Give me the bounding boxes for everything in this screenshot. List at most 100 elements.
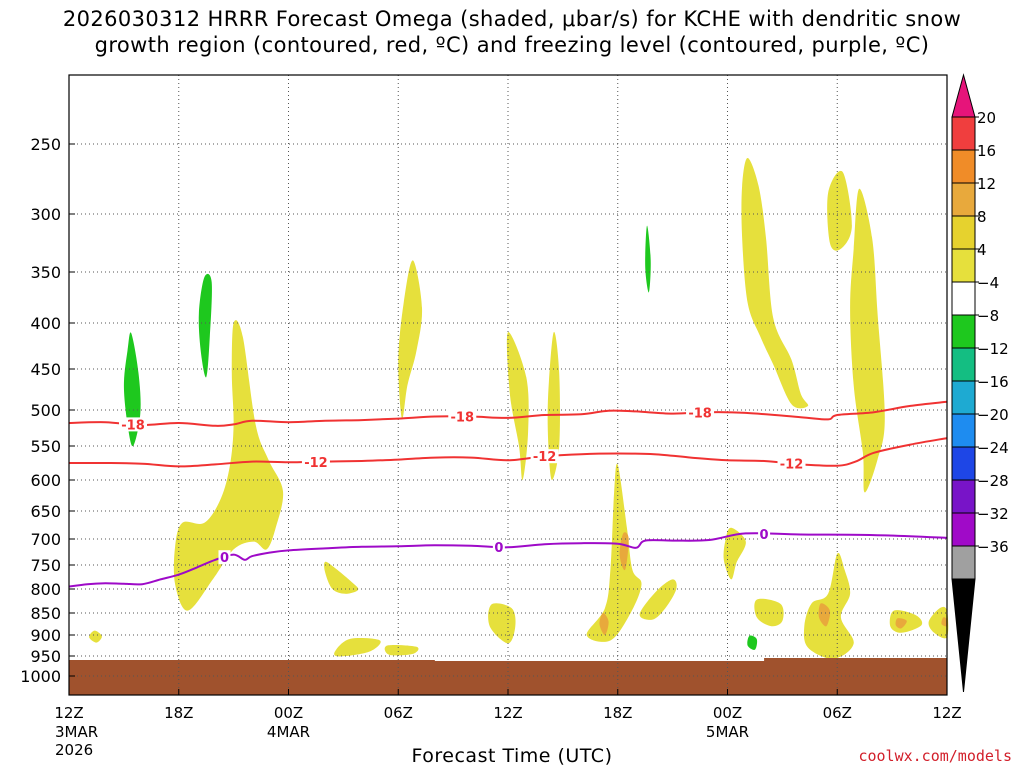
colorbar-tick-label: −24 bbox=[977, 439, 1009, 457]
chart-title-line-1: 2026030312 HRRR Forecast Omega (shaded, … bbox=[62, 7, 962, 31]
omega-region bbox=[488, 603, 516, 644]
x-tick-sublabel: 3MAR bbox=[55, 723, 98, 741]
omega-region bbox=[398, 260, 423, 420]
colorbar-top-arrow bbox=[951, 73, 976, 118]
omega-region bbox=[89, 630, 102, 643]
contour-label-bg bbox=[686, 405, 715, 420]
contour-label: 0 bbox=[494, 541, 503, 556]
x-tick-label: 00Z bbox=[274, 704, 303, 722]
y-tick-label: 300 bbox=[30, 205, 61, 224]
y-tick-label: 700 bbox=[30, 530, 61, 549]
omega-region bbox=[741, 158, 809, 409]
y-tick-label: 950 bbox=[30, 647, 61, 666]
colorbar-swatch bbox=[951, 545, 976, 580]
omega-region bbox=[754, 598, 784, 627]
y-tick-label: 800 bbox=[30, 580, 61, 599]
contour-label-bg bbox=[448, 409, 477, 424]
contour-label-bg bbox=[758, 526, 771, 541]
omega-region bbox=[198, 273, 212, 378]
chart-title: 2026030312 HRRR Forecast Omega (shaded, … bbox=[0, 6, 1024, 58]
omega-region bbox=[506, 332, 529, 481]
omega-region bbox=[334, 638, 381, 657]
omega-region bbox=[941, 617, 948, 627]
omega-region bbox=[928, 606, 949, 639]
colorbar-tick-label: −8 bbox=[977, 307, 999, 325]
colorbar-tick-label: −16 bbox=[977, 373, 1009, 391]
x-tick-sublabel: 2026 bbox=[55, 741, 93, 759]
contour-line bbox=[68, 532, 948, 588]
colorbar-swatch bbox=[951, 479, 976, 514]
colorbar-swatch bbox=[951, 347, 976, 382]
colorbar-swatch bbox=[951, 182, 976, 217]
colorbar-swatch bbox=[951, 314, 976, 349]
colorbar-tick-label: 16 bbox=[977, 142, 996, 160]
omega-region bbox=[586, 463, 642, 642]
contour-label: -18 bbox=[451, 410, 475, 425]
colorbar-swatch bbox=[951, 149, 976, 184]
y-tick-label: 600 bbox=[30, 471, 61, 490]
x-tick-label: 12Z bbox=[54, 704, 83, 722]
y-tick-label: 1000 bbox=[20, 667, 61, 686]
y-tick-label: 900 bbox=[30, 626, 61, 645]
contour-label-bg bbox=[492, 539, 505, 554]
colorbar-swatch bbox=[951, 248, 976, 283]
omega-region bbox=[818, 603, 831, 627]
contour-label: -12 bbox=[533, 450, 557, 465]
colorbar-tick-label: 4 bbox=[977, 241, 987, 259]
omega-region bbox=[547, 331, 560, 481]
colorbar-bottom-arrow bbox=[951, 578, 976, 693]
colorbar-swatch bbox=[951, 116, 976, 151]
y-tick-label: 500 bbox=[30, 401, 61, 420]
colorbar-tick-label: −32 bbox=[977, 505, 1009, 523]
y-tick-label: 450 bbox=[30, 360, 61, 379]
omega-region bbox=[747, 635, 758, 650]
chart-title-line-2: growth region (contoured, red, ºC) and f… bbox=[94, 33, 930, 57]
y-tick-label: 650 bbox=[30, 502, 61, 521]
omega-region bbox=[645, 225, 651, 293]
colorbar-swatch bbox=[951, 215, 976, 250]
x-tick-label: 06Z bbox=[823, 704, 852, 722]
omega-region bbox=[384, 644, 419, 656]
contour-label-bg bbox=[530, 449, 559, 464]
colorbar-swatch bbox=[951, 281, 976, 316]
y-tick-label: 850 bbox=[30, 604, 61, 623]
contour-label: 0 bbox=[760, 528, 769, 543]
colorbar-tick-label: −28 bbox=[977, 472, 1009, 490]
colorbar-tick-label: 8 bbox=[977, 208, 987, 226]
omega-region bbox=[639, 579, 677, 620]
contour-label-bg bbox=[777, 456, 806, 471]
omega-region bbox=[723, 527, 746, 580]
y-tick-label: 750 bbox=[30, 556, 61, 575]
y-tick-label: 350 bbox=[30, 263, 61, 282]
contour-label: 0 bbox=[220, 551, 229, 566]
colorbar-swatch bbox=[951, 380, 976, 415]
y-tick-label: 550 bbox=[30, 437, 61, 456]
omega-region bbox=[619, 532, 629, 571]
omega-region bbox=[173, 320, 284, 611]
y-tick-label: 250 bbox=[30, 135, 61, 154]
grid-lines bbox=[69, 75, 947, 695]
x-tick-label: 06Z bbox=[384, 704, 413, 722]
contour-line bbox=[68, 400, 948, 427]
contour-label-bg bbox=[218, 550, 231, 565]
x-tick-label: 12Z bbox=[932, 704, 961, 722]
x-tick-label: 12Z bbox=[493, 704, 522, 722]
y-tick-label: 400 bbox=[30, 314, 61, 333]
contour-label: -18 bbox=[121, 418, 145, 433]
omega-region bbox=[827, 170, 852, 251]
x-tick-sublabel: 5MAR bbox=[706, 723, 749, 741]
x-tick-sublabel: 4MAR bbox=[267, 723, 310, 741]
omega-shading bbox=[89, 158, 949, 659]
omega-region bbox=[599, 612, 609, 636]
contour-lines: -18 -18 -18 -12 -12 -12 0 0 0 bbox=[68, 400, 948, 588]
omega-region bbox=[850, 188, 885, 493]
colorbar-swatch bbox=[951, 512, 976, 547]
colorbar-tick-label: 12 bbox=[977, 175, 996, 193]
colorbar-tick-label: −4 bbox=[977, 274, 999, 292]
contour-label: -12 bbox=[304, 456, 328, 471]
colorbar-tick-label: −36 bbox=[977, 538, 1009, 556]
contour-line bbox=[68, 437, 948, 468]
omega-region bbox=[895, 618, 907, 629]
